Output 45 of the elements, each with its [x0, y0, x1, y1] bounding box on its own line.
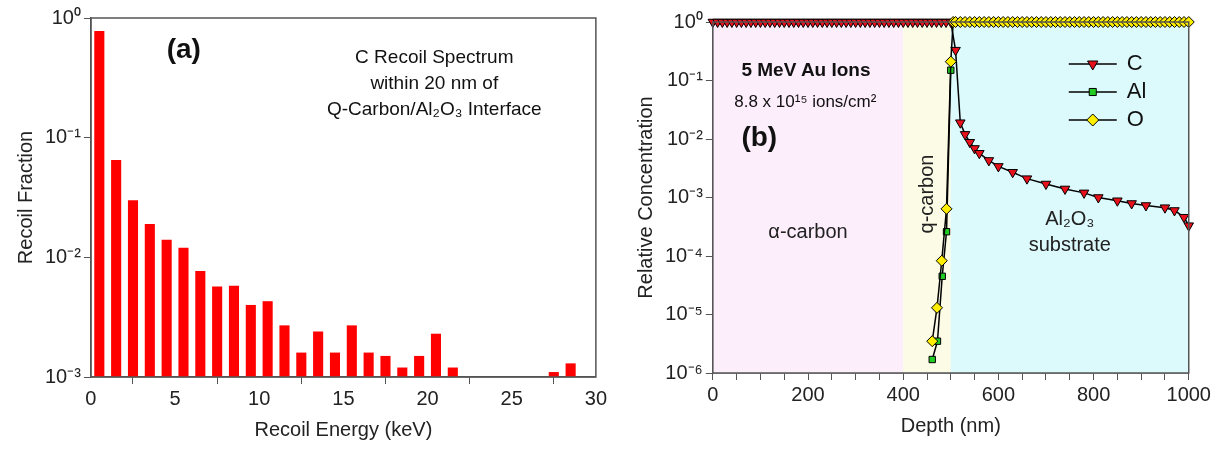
- y-tick-label: 10⁻¹: [45, 125, 82, 148]
- point: [931, 301, 943, 314]
- y-tick-label: 10⁻⁴: [665, 243, 703, 266]
- y-tick-label: 10⁻²: [666, 126, 704, 149]
- annotation: 5 MeV Au Ions: [741, 59, 871, 81]
- x-tick-label: 10: [248, 386, 271, 409]
- y-tick-label: 10⁻²: [45, 244, 82, 267]
- legend-label: O: [1126, 106, 1144, 132]
- band-label: Al₂O₃ substrate: [1028, 207, 1111, 256]
- x-tick-label: 5: [169, 386, 181, 409]
- x-tick-label: 20: [416, 386, 439, 409]
- y-tick-label: 10⁰: [51, 5, 81, 28]
- point: [926, 335, 939, 348]
- x-tick-label: 30: [584, 386, 607, 409]
- y-tick-label: 10⁻³: [666, 185, 704, 208]
- legend-label: Al: [1126, 78, 1147, 104]
- band-label: α-carbon: [768, 220, 848, 243]
- x-axis-title: Depth (nm): [900, 413, 1001, 436]
- band-label: q-carbon: [914, 154, 937, 234]
- x-tick-label: 0: [707, 382, 719, 405]
- annotation: C Recoil Spectrum within 20 nm of Q-Carbon/Al₂O₃ Interface: [326, 45, 542, 119]
- point: [928, 355, 936, 364]
- x-tick-label: 600: [981, 382, 1016, 405]
- x-axis-title: Recoil Energy (keV): [254, 417, 433, 440]
- x-tick-label: 400: [886, 382, 920, 405]
- y-axis-title: Recoil Fraction: [13, 130, 36, 265]
- annotation: (b): [741, 120, 778, 152]
- y-tick-label: 10⁻¹: [666, 68, 704, 91]
- point: [940, 202, 953, 215]
- x-tick-label: 15: [332, 386, 355, 409]
- legend-label: C: [1126, 50, 1143, 76]
- y-tick-label: 10⁻⁵: [665, 302, 703, 325]
- point: [944, 55, 957, 68]
- x-tick-label: 1000: [1166, 382, 1211, 405]
- y-tick-label: 10⁰: [673, 9, 703, 32]
- annotation: 8.8 x 10¹⁵ ions/cm²: [734, 92, 877, 112]
- y-tick-label: 10⁻³: [45, 364, 82, 387]
- annotation: (a): [166, 33, 201, 65]
- y-tick-label: 10⁻⁶: [665, 360, 703, 383]
- x-tick-label: 0: [85, 386, 97, 409]
- y-axis-title: Relative Concentration: [633, 96, 656, 299]
- x-tick-label: 800: [1076, 382, 1111, 405]
- point: [935, 254, 948, 267]
- x-tick-label: 200: [791, 382, 825, 405]
- x-tick-label: 25: [500, 386, 523, 409]
